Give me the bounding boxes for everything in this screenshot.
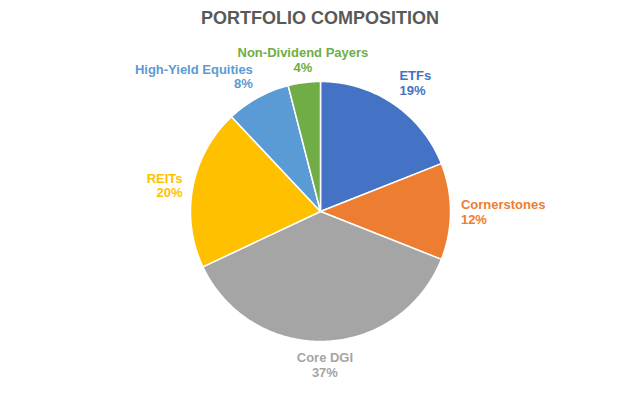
svg-text:Non-Dividend Payers4%: Non-Dividend Payers4% (238, 45, 369, 75)
svg-text:Cornerstones12%: Cornerstones12% (461, 197, 546, 227)
svg-text:High-Yield Equities8%: High-Yield Equities8% (135, 62, 253, 92)
html-text:PORTFOLIO COMPOSITION: PORTFOLIO COMPOSITION (201, 8, 439, 28)
svg-text:Core DGI37%: Core DGI37% (297, 350, 353, 380)
svg-text:ETFs19%: ETFs19% (399, 68, 431, 98)
svg-text:REITs20%: REITs20% (147, 171, 183, 201)
